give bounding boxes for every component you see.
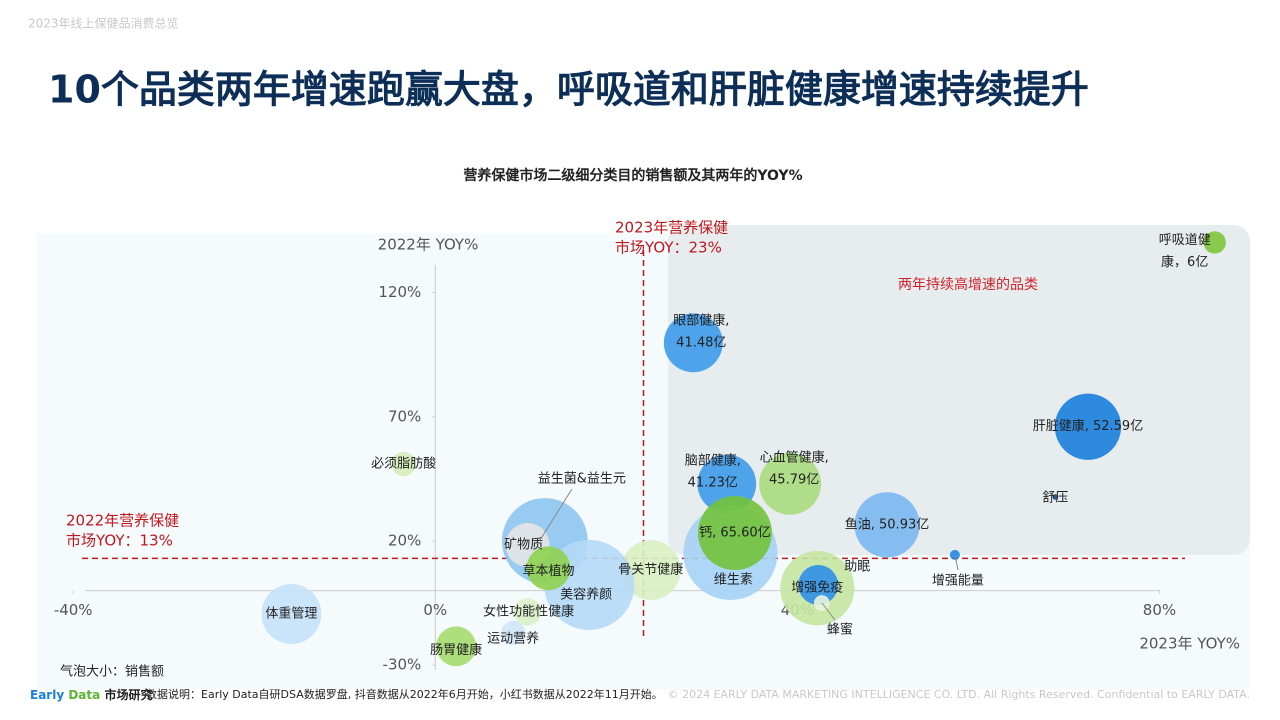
brand-early: Early	[30, 688, 64, 702]
y-tick-label: 20%	[388, 531, 421, 549]
bubble-label: 增强免疫	[791, 580, 843, 596]
footer-brand: Early Data 市场研究	[30, 687, 152, 702]
bubble	[391, 451, 416, 477]
bubble	[436, 626, 477, 667]
bubble-label: 鱼油, 50.93亿	[845, 516, 929, 532]
bubble-label: 肝脏健康, 52.59亿	[1033, 418, 1143, 434]
bubble-label: 45.79亿	[769, 472, 819, 487]
bubble-label: 蜂蜜	[827, 623, 853, 638]
y-axis-label: 2022年 YOY%	[378, 236, 479, 254]
bubble-label: 女性功能性健康	[483, 604, 574, 620]
bubble	[798, 565, 839, 605]
x-tick-label: 0%	[423, 601, 447, 619]
brand-data: Data	[68, 688, 100, 702]
bubble-label: 运动营养	[487, 630, 539, 646]
bubble-label: 益生菌&益生元	[538, 471, 626, 486]
leader-line	[539, 488, 573, 541]
y-tick-label: 70%	[388, 407, 421, 425]
bubble-label: 眼部健康,	[673, 312, 729, 328]
reference-label: 2022年营养保健	[66, 512, 179, 530]
bubble-label: 体重管理	[265, 605, 317, 621]
bubble-label: 呼吸道健	[1159, 233, 1211, 248]
reference-label: 2023年营养保健	[615, 219, 728, 237]
bubble-label: 必须脂肪酸	[371, 455, 436, 471]
reference-label: 市场YOY：13%	[66, 532, 173, 550]
bubble-label: 肠胃健康	[430, 642, 482, 658]
region-label: 两年持续高增速的品类	[898, 276, 1038, 293]
bubble-label: 脑部健康,	[685, 452, 741, 468]
leader-line	[954, 554, 959, 571]
bubble-label: 钙, 65.60亿	[699, 526, 770, 541]
bubble-label: 骨关节健康	[618, 562, 683, 578]
bubble-label: 美容养颜	[560, 586, 612, 602]
bubble	[697, 496, 772, 571]
chart-title: 营养保健市场二级细分类目的销售额及其两年的YOY%	[463, 167, 802, 184]
x-axis-label: 2023年 YOY%	[1139, 635, 1240, 653]
bubble	[1052, 494, 1059, 500]
bubble	[1203, 231, 1226, 254]
bubble-label: 心血管健康,	[760, 449, 829, 465]
bubble-label: 矿物质	[504, 537, 543, 552]
bubble-label: 41.48亿	[676, 335, 726, 350]
copyright: © 2024 EARLY DATA MARKETING INTELLIGENCE…	[668, 688, 1250, 701]
bubble	[261, 584, 322, 644]
y-tick-label: -30%	[383, 656, 422, 674]
bubble	[854, 492, 920, 558]
plot: -40%0%40%80%-30%20%70%120%2023年营养保健市场YOY…	[54, 219, 1226, 674]
bubble-label: 41.23亿	[688, 475, 738, 490]
bubble-label: 康，6亿	[1161, 254, 1208, 270]
leader-line	[821, 602, 836, 621]
brand-suffix: 市场研究	[104, 687, 152, 702]
bubble	[526, 546, 571, 591]
header: 2023年线上保健品消费总览	[28, 16, 179, 31]
bubble	[501, 620, 526, 645]
bubble	[813, 595, 830, 611]
bubble	[949, 549, 960, 560]
bubble-label: 助眠	[844, 559, 870, 574]
bubble	[1054, 393, 1122, 460]
bubble	[620, 540, 681, 601]
bubble	[759, 452, 822, 515]
bubble-label: 维生素	[714, 572, 753, 587]
slide-title: 10个品类两年增速跑赢大盘，呼吸道和肝脏健康增速持续提升	[48, 68, 1089, 112]
bubble-label: 舒压	[1042, 491, 1068, 506]
bubble-label: 增强能量	[932, 573, 984, 588]
bubble-label: 草本植物	[522, 564, 574, 579]
x-tick-label: -40%	[54, 601, 93, 619]
bubble	[663, 313, 723, 373]
y-tick-label: 120%	[378, 283, 421, 301]
footer-note: 数据说明：Early Data自研DSA数据罗盘, 抖音数据从2022年6月开始…	[146, 687, 663, 701]
x-tick-label: 80%	[1143, 601, 1176, 619]
size-note: 气泡大小：销售额	[60, 664, 164, 680]
reference-label: 市场YOY：23%	[615, 239, 722, 257]
bubble	[513, 598, 542, 626]
